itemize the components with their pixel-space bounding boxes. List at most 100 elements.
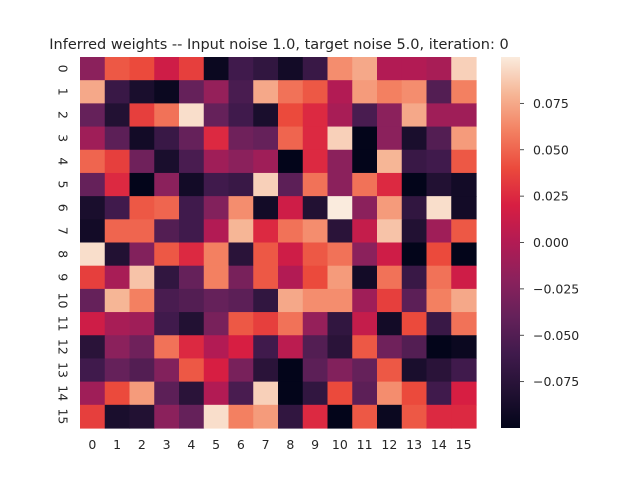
heatmap-cell-r12-c14 [426, 335, 452, 360]
heatmap-cell-r7-c10 [327, 219, 353, 244]
heatmap-cell-r4-c6 [228, 149, 254, 174]
heatmap-cell-r5-c9 [302, 172, 329, 197]
heatmap-cell-r4-c8 [278, 149, 304, 174]
heatmap-cell-r15-c7 [253, 404, 279, 429]
heatmap-cell-r9-c3 [154, 265, 180, 290]
heatmap-cell-r11-c2 [129, 312, 155, 336]
heatmap-cell-r5-c6 [228, 172, 254, 197]
heatmap-cell-r8-c11 [352, 242, 378, 267]
y-tick-label-0: 0 [56, 65, 71, 73]
heatmap-cell-r13-c7 [253, 358, 279, 383]
heatmap-cell-r5-c15 [451, 172, 477, 197]
heatmap-cell-r2-c13 [401, 103, 428, 128]
heatmap-cell-r1-c8 [278, 80, 304, 104]
heatmap-cell-r10-c7 [253, 288, 279, 313]
colorbar-tick-label-6: 0.075 [533, 96, 569, 111]
heatmap-cell-r2-c10 [327, 103, 353, 128]
heatmap-cell-r8-c12 [377, 242, 403, 267]
y-tick-label-11: 11 [56, 316, 71, 332]
heatmap-cell-r2-c7 [253, 103, 279, 128]
heatmap-cell-r3-c4 [179, 126, 205, 151]
heatmap-cell-r8-c15 [451, 242, 477, 267]
heatmap-cell-r15-c5 [203, 404, 230, 429]
heatmap-cell-r6-c13 [401, 196, 428, 220]
heatmap-cell-r0-c0 [80, 57, 106, 81]
heatmap-cell-r13-c5 [203, 358, 230, 383]
heatmap-cell-r15-c4 [179, 404, 205, 429]
heatmap-cell-r9-c2 [129, 265, 155, 290]
heatmap-cell-r4-c5 [203, 149, 230, 174]
heatmap-cell-r0-c11 [352, 57, 378, 81]
heatmap-cell-r13-c4 [179, 358, 205, 383]
heatmap-cell-r10-c3 [154, 288, 180, 313]
heatmap-cell-r15-c3 [154, 404, 180, 429]
y-tick-label-4: 4 [56, 157, 71, 165]
heatmap-cell-r7-c13 [401, 219, 428, 244]
heatmap-cell-r5-c13 [401, 172, 428, 197]
heatmap-cell-r2-c11 [352, 103, 378, 128]
heatmap-cell-r8-c9 [302, 242, 329, 267]
heatmap-cell-r3-c9 [302, 126, 329, 151]
heatmap-cell-r13-c12 [377, 358, 403, 383]
heatmap-cell-r0-c4 [179, 57, 205, 81]
x-tick-label-6: 6 [237, 437, 245, 452]
heatmap-cell-r5-c1 [104, 172, 131, 197]
heatmap-cell-r0-c6 [228, 57, 254, 81]
heatmap-cell-r5-c3 [154, 172, 180, 197]
heatmap-cell-r8-c14 [426, 242, 452, 267]
heatmap-cell-r4-c3 [154, 149, 180, 174]
x-tick-label-10: 10 [332, 437, 348, 452]
heatmap-cell-r4-c2 [129, 149, 155, 174]
heatmap-cell-r0-c12 [377, 57, 403, 81]
heatmap-cell-r3-c14 [426, 126, 452, 151]
heatmap-cell-r11-c11 [352, 312, 378, 336]
heatmap-cell-r6-c14 [426, 196, 452, 220]
y-tick-label-7: 7 [56, 227, 71, 235]
heatmap-cell-r3-c12 [377, 126, 403, 151]
heatmap-cell-r7-c2 [129, 219, 155, 244]
heatmap-cell-r0-c9 [302, 57, 329, 81]
heatmap-cell-r14-c1 [104, 381, 131, 406]
heatmap-cell-r2-c5 [203, 103, 230, 128]
heatmap-cell-r13-c11 [352, 358, 378, 383]
heatmap-cell-r14-c11 [352, 381, 378, 406]
heatmap-cell-r6-c1 [104, 196, 131, 220]
y-tick-label-1: 1 [56, 88, 71, 96]
y-tick-label-3: 3 [56, 134, 71, 142]
x-tick-label-7: 7 [262, 437, 270, 452]
heatmap-cell-r10-c0 [80, 288, 106, 313]
heatmap-cell-r15-c0 [80, 404, 106, 429]
heatmap-cell-r2-c6 [228, 103, 254, 128]
heatmap-cell-r11-c10 [327, 312, 353, 336]
heatmap-cell-r2-c1 [104, 103, 131, 128]
heatmap-cell-r4-c7 [253, 149, 279, 174]
heatmap-cell-r13-c0 [80, 358, 106, 383]
heatmap-cell-r1-c6 [228, 80, 254, 104]
colorbar-gradient [501, 57, 520, 428]
heatmap-cell-r10-c6 [228, 288, 254, 313]
heatmap-cell-r3-c5 [203, 126, 230, 151]
heatmap-cell-r1-c3 [154, 80, 180, 104]
heatmap-cell-r1-c10 [327, 80, 353, 104]
heatmap-cell-r13-c3 [154, 358, 180, 383]
heatmap-cell-r3-c2 [129, 126, 155, 151]
heatmap-cell-r13-c15 [451, 358, 477, 383]
heatmap-cell-r14-c7 [253, 381, 279, 406]
heatmap-cell-r2-c14 [426, 103, 452, 128]
heatmap-cell-r1-c9 [302, 80, 329, 104]
heatmap-cell-r11-c9 [302, 312, 329, 336]
heatmap-cell-r7-c5 [203, 219, 230, 244]
heatmap-cell-r3-c7 [253, 126, 279, 151]
y-tick-label-13: 13 [56, 362, 71, 378]
heatmap-cell-r14-c3 [154, 381, 180, 406]
heatmap-cell-r9-c1 [104, 265, 131, 290]
heatmap-cell-r15-c11 [352, 404, 378, 429]
heatmap-cell-r5-c7 [253, 172, 279, 197]
x-tick-label-3: 3 [163, 437, 171, 452]
heatmap-cell-r5-c12 [377, 172, 403, 197]
heatmap-cell-r11-c12 [377, 312, 403, 336]
heatmap-cell-r8-c5 [203, 242, 230, 267]
heatmap-cell-r11-c5 [203, 312, 230, 336]
heatmap-cell-r8-c4 [179, 242, 205, 267]
heatmap-cell-r0-c15 [451, 57, 477, 81]
